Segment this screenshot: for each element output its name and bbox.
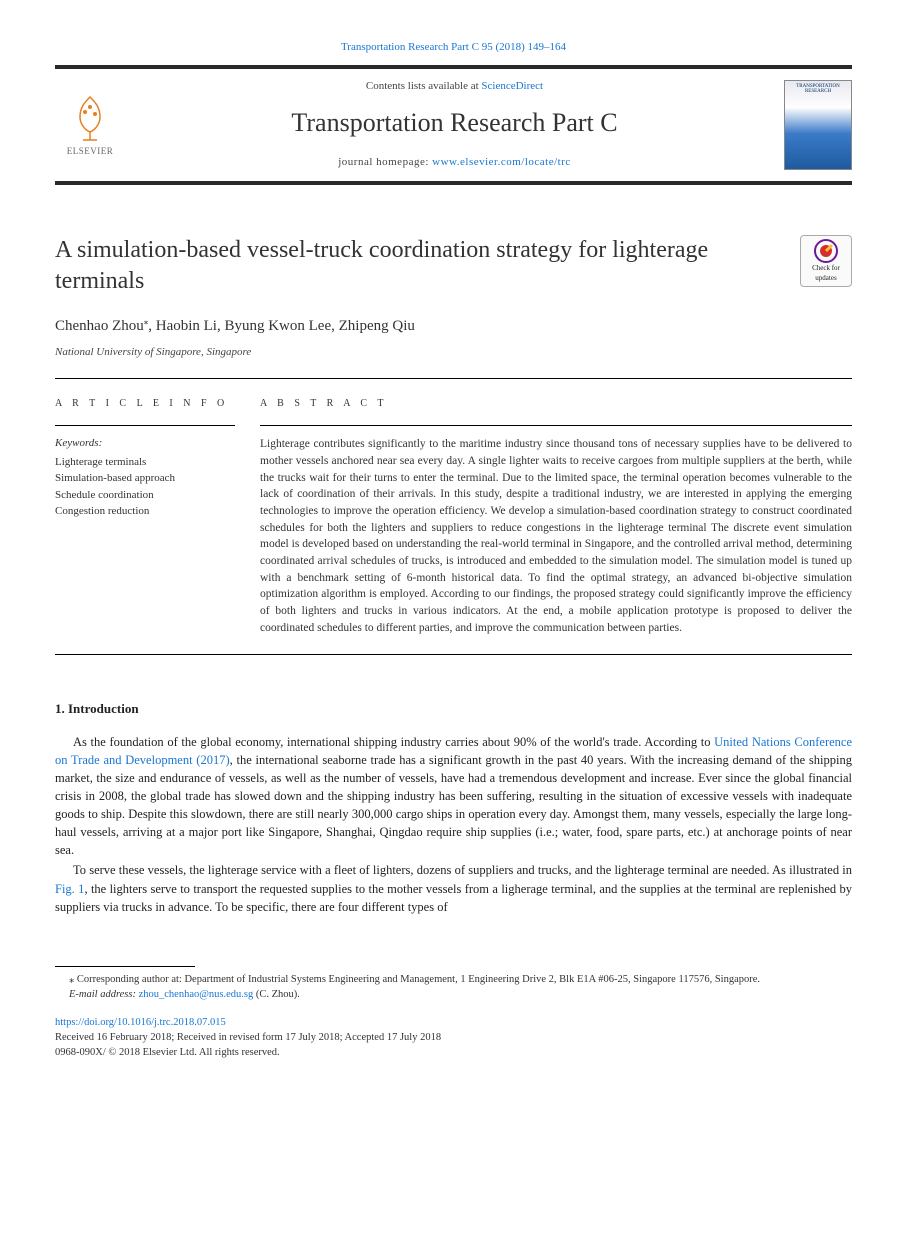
title-row: A simulation-based vessel-truck coordina… — [55, 235, 852, 297]
copyright-line: 0968-090X/ © 2018 Elsevier Ltd. All righ… — [55, 1046, 852, 1061]
keyword: Congestion reduction — [55, 503, 235, 520]
contents-line: Contents lists available at ScienceDirec… — [125, 79, 784, 94]
intro-paragraph-2: To serve these vessels, the lighterage s… — [55, 861, 852, 915]
journal-header: ELSEVIER Contents lists available at Sci… — [55, 65, 852, 184]
abstract-text: Lighterage contributes significantly to … — [260, 425, 852, 636]
para1-text-a: As the foundation of the global economy,… — [73, 735, 714, 749]
journal-cover-thumbnail[interactable]: TRANSPORTATION RESEARCH — [784, 80, 852, 170]
publisher-logo[interactable]: ELSEVIER — [55, 85, 125, 165]
para2-text-a: To serve these vessels, the lighterage s… — [73, 863, 852, 877]
other-authors: , Haobin Li, Byung Kwon Lee, Zhipeng Qiu — [148, 318, 415, 334]
header-citation: Transportation Research Part C 95 (2018)… — [55, 40, 852, 55]
corresponding-footnote: ⁎ Corresponding author at: Department of… — [55, 973, 852, 988]
introduction-section: 1. Introduction As the foundation of the… — [55, 700, 852, 915]
email-footnote: E-mail address: zhou_chenhao@nus.edu.sg … — [55, 988, 852, 1003]
keyword: Lighterage terminals — [55, 454, 235, 471]
footnote-text: Corresponding author at: Department of I… — [74, 974, 760, 985]
elsevier-tree-icon — [65, 92, 115, 142]
article-title: A simulation-based vessel-truck coordina… — [55, 235, 780, 297]
article-info-label: A R T I C L E I N F O — [55, 397, 235, 411]
homepage-link[interactable]: www.elsevier.com/locate/trc — [432, 156, 571, 168]
homepage-prefix: journal homepage: — [338, 156, 432, 168]
cover-title: TRANSPORTATION RESEARCH — [785, 81, 851, 98]
corresponding-author[interactable]: Chenhao Zhou — [55, 318, 144, 334]
article-info-column: A R T I C L E I N F O Keywords: Lightera… — [55, 397, 260, 636]
contents-prefix: Contents lists available at — [366, 80, 481, 92]
divider-top — [55, 378, 852, 379]
para1-text-b: , the international seaborne trade has a… — [55, 753, 852, 858]
citation-link[interactable]: Transportation Research Part C 95 (2018)… — [341, 41, 566, 53]
abstract-column: A B S T R A C T Lighterage contributes s… — [260, 397, 852, 636]
header-center: Contents lists available at ScienceDirec… — [125, 79, 784, 170]
email-link[interactable]: zhou_chenhao@nus.edu.sg — [139, 989, 254, 1000]
author-list: Chenhao Zhou⁎, Haobin Li, Byung Kwon Lee… — [55, 315, 852, 337]
intro-heading: 1. Introduction — [55, 700, 852, 718]
doi-link[interactable]: https://doi.org/10.1016/j.trc.2018.07.01… — [55, 1017, 226, 1028]
journal-name: Transportation Research Part C — [125, 105, 784, 141]
publisher-name: ELSEVIER — [67, 145, 114, 158]
divider-bottom — [55, 654, 852, 655]
keywords-label: Keywords: — [55, 425, 235, 451]
abstract-label: A B S T R A C T — [260, 397, 852, 411]
email-label: E-mail address: — [69, 989, 139, 1000]
check-updates-icon — [813, 238, 839, 264]
affiliation: National University of Singapore, Singap… — [55, 345, 852, 360]
para2-text-b: , the lighters serve to transport the re… — [55, 882, 852, 914]
check-updates-badge[interactable]: Check for updates — [800, 235, 852, 287]
doi-block: https://doi.org/10.1016/j.trc.2018.07.01… — [55, 1016, 852, 1060]
received-dates: Received 16 February 2018; Received in r… — [55, 1031, 852, 1046]
keyword: Schedule coordination — [55, 487, 235, 504]
intro-paragraph-1: As the foundation of the global economy,… — [55, 733, 852, 860]
email-author: (C. Zhou). — [253, 989, 300, 1000]
updates-text: Check for updates — [801, 264, 851, 284]
info-abstract-row: A R T I C L E I N F O Keywords: Lightera… — [55, 397, 852, 636]
homepage-line: journal homepage: www.elsevier.com/locat… — [125, 155, 784, 170]
sciencedirect-link[interactable]: ScienceDirect — [481, 80, 543, 92]
keyword: Simulation-based approach — [55, 470, 235, 487]
figure-link-1[interactable]: Fig. 1 — [55, 882, 84, 896]
footnote-separator — [55, 966, 195, 967]
